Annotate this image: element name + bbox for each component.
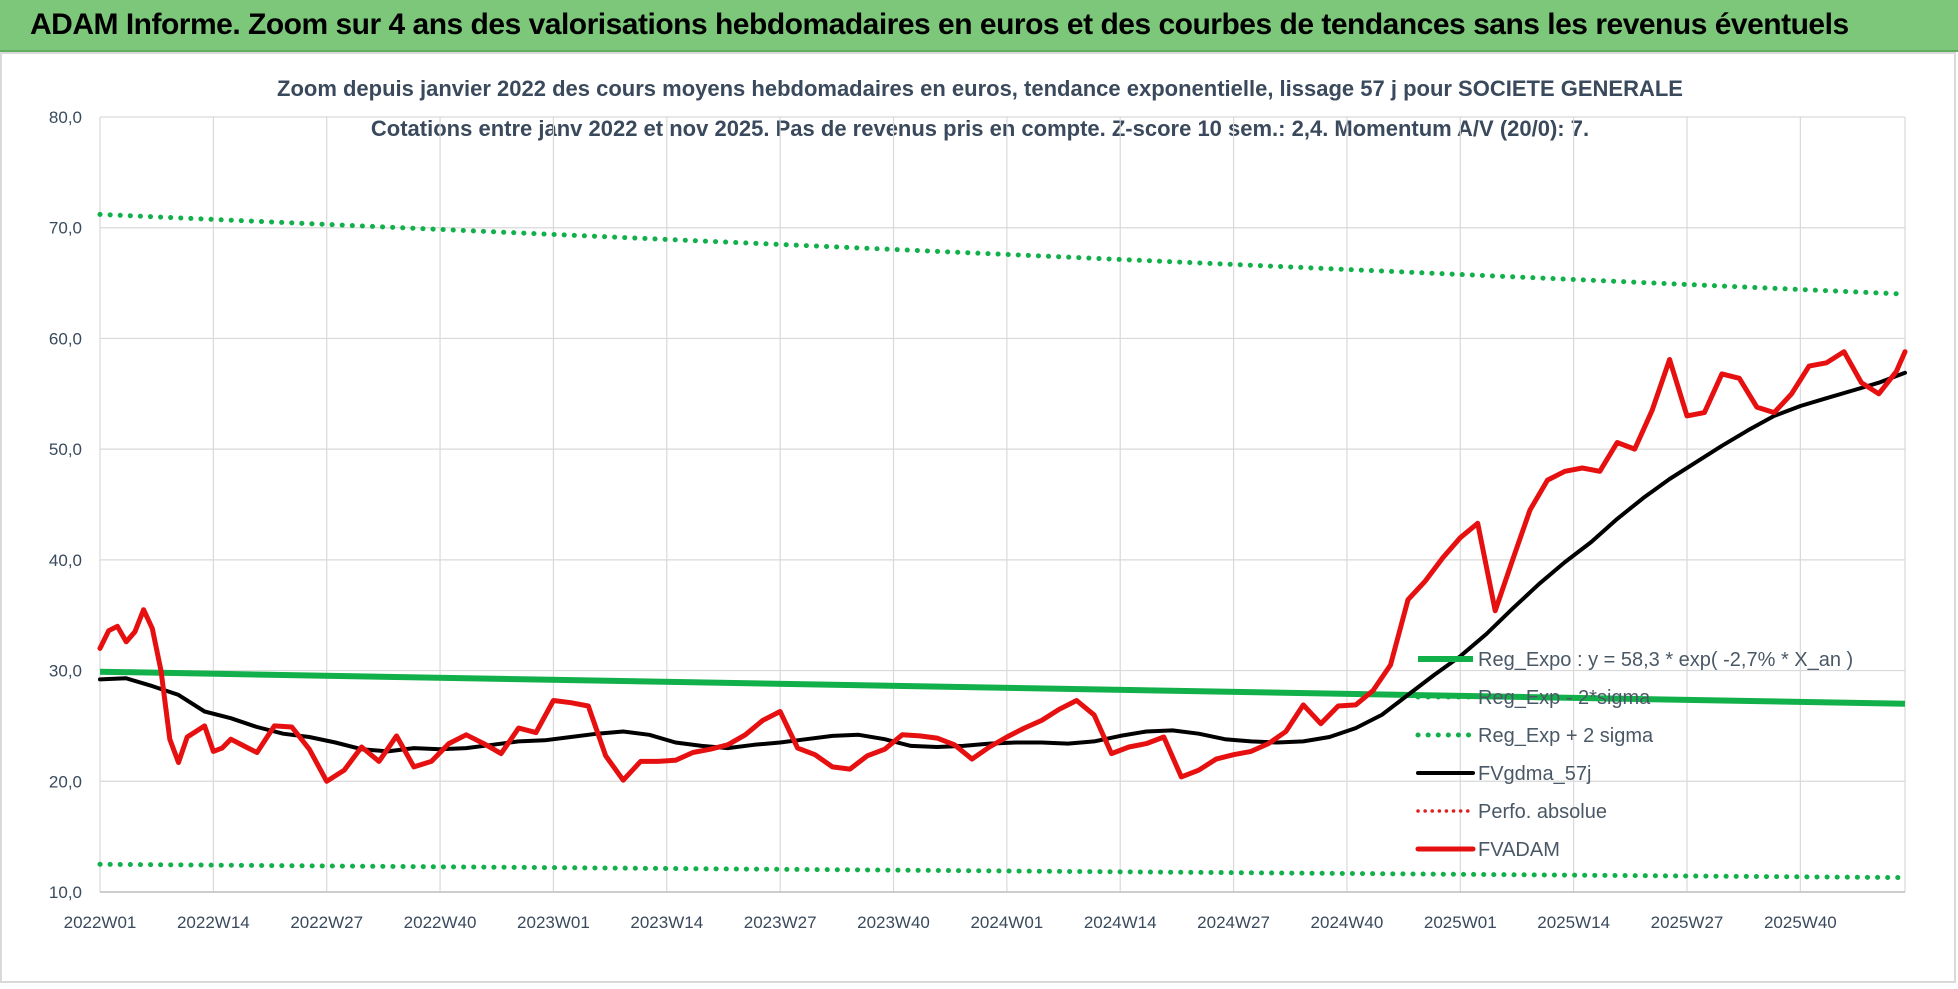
x-axis: 2022W01 2022W14 2022W27 2022W40 2023W01 2023W… [64,891,1905,932]
series-line-fvadam [97,349,1908,784]
x-tick-label: 2025W27 [1651,913,1724,932]
grid [99,116,1906,893]
x-tick-label: 2022W27 [290,913,363,932]
y-tick-label: 80,0 [49,108,82,127]
x-tick-label: 2025W01 [1424,913,1497,932]
legend-label-fvgdma-57j: FVgdma_57j [1478,763,1591,785]
x-tick-label: 2025W40 [1764,913,1837,932]
y-tick-label: 70,0 [49,219,82,238]
x-tick-label: 2024W01 [970,913,1043,932]
x-tick-label: 2023W14 [630,913,703,932]
x-tick-label: 2024W14 [1084,913,1157,932]
y-tick-label: 40,0 [49,551,82,570]
x-tick-label: 2022W01 [64,913,137,932]
series-line-fvgdma-57j [98,370,1907,754]
x-tick-label: 2024W27 [1197,913,1270,932]
report-title: ADAM Informe. Zoom sur 4 ans des valoris… [30,8,1849,41]
legend-label-reg-exp-plus-2sigma: Reg_Exp + 2 sigma [1478,725,1654,747]
y-tick-label: 10,0 [49,883,82,902]
report-banner: ADAM Informe. Zoom sur 4 ans des valoris… [0,0,1958,52]
x-tick-label: 2022W14 [177,913,250,932]
y-tick-label: 20,0 [49,772,82,791]
chart-title: Zoom depuis janvier 2022 des cours moyen… [277,76,1683,101]
x-tick-label: 2024W40 [1311,913,1384,932]
legend-label-fvadam: FVADAM [1478,839,1560,861]
x-tick-label: 2022W40 [404,913,477,932]
legend-label-reg-expo: Reg_Expo : y = 58,3 * exp( -2,7% * X_an … [1478,649,1853,671]
chart-subtitle: Cotations entre janv 2022 et nov 2025. P… [371,116,1589,141]
x-tick-label: 2023W01 [517,913,590,932]
line-chart: Zoom depuis janvier 2022 des cours moyen… [0,52,1956,983]
series-group [97,211,1908,881]
y-tick-label: 50,0 [49,440,82,459]
y-tick-label: 60,0 [49,329,82,348]
x-tick-label: 2023W27 [744,913,817,932]
y-tick-label: 30,0 [49,662,82,681]
legend-label-perfo-absolue: Perfo. absolue [1478,801,1607,823]
series-line-reg-expo [99,668,1906,707]
series-line-reg-exp-plus-2sigma [97,211,1908,297]
legend-label-reg-exp-minus-2sigma: Reg_Exp - 2*sigma [1478,687,1651,709]
chart-border [0,52,1956,983]
chart-area: Zoom depuis janvier 2022 des cours moyen… [0,52,1958,984]
y-axis: 10,0 20,0 30,0 40,0 50,0 60,0 70,0 80,0 [49,108,82,902]
legend: Reg_Expo : y = 58,3 * exp( -2,7% * X_an … [1415,649,1853,861]
series-line-reg-exp-minus-2sigma [97,861,1908,881]
x-tick-label: 2025W14 [1537,913,1610,932]
x-tick-label: 2023W40 [857,913,930,932]
